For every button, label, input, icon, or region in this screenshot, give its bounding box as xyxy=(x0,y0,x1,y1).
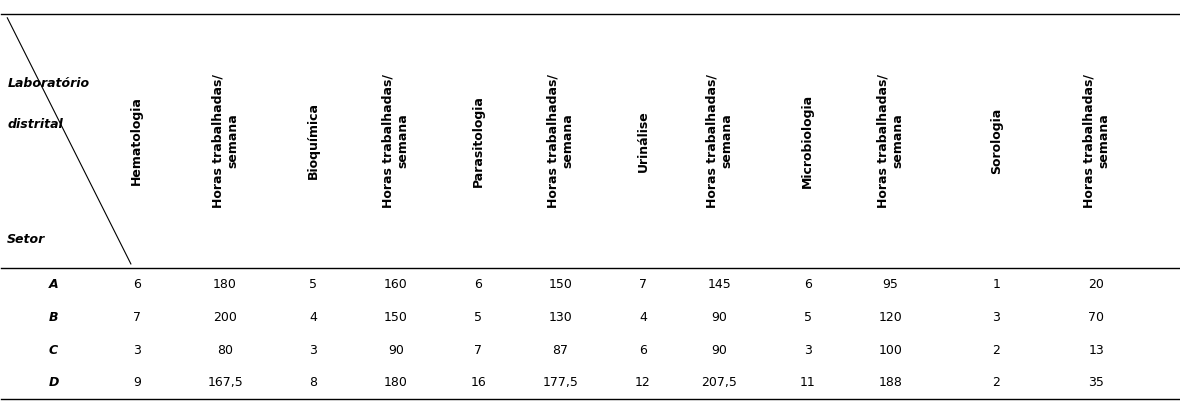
Text: 13: 13 xyxy=(1088,344,1104,356)
Text: Horas trabalhadas/
semana: Horas trabalhadas/ semana xyxy=(1082,74,1110,208)
Text: B: B xyxy=(48,311,58,324)
Text: A: A xyxy=(48,278,58,291)
Text: 160: 160 xyxy=(384,278,407,291)
Text: Parasitologia: Parasitologia xyxy=(472,95,485,187)
Text: 3: 3 xyxy=(992,311,1001,324)
Text: 120: 120 xyxy=(878,311,902,324)
Text: Laboratório: Laboratório xyxy=(7,77,90,90)
Text: 70: 70 xyxy=(1088,311,1104,324)
Text: Horas trabalhadas/
semana: Horas trabalhadas/ semana xyxy=(211,74,240,208)
Text: 7: 7 xyxy=(640,278,647,291)
Text: 4: 4 xyxy=(640,311,647,324)
Text: 87: 87 xyxy=(552,344,569,356)
Text: 200: 200 xyxy=(214,311,237,324)
Text: 177,5: 177,5 xyxy=(543,376,578,389)
Text: Hematologia: Hematologia xyxy=(130,96,143,185)
Text: 16: 16 xyxy=(471,376,486,389)
Text: 2: 2 xyxy=(992,376,1001,389)
Text: distrital: distrital xyxy=(7,118,63,131)
Text: 6: 6 xyxy=(804,278,812,291)
Text: 2: 2 xyxy=(992,344,1001,356)
Text: D: D xyxy=(48,376,59,389)
Text: 145: 145 xyxy=(708,278,732,291)
Text: 1: 1 xyxy=(992,278,1001,291)
Text: 90: 90 xyxy=(388,344,404,356)
Text: Horas trabalhadas/
semana: Horas trabalhadas/ semana xyxy=(546,74,575,208)
Text: 90: 90 xyxy=(712,311,727,324)
Text: 5: 5 xyxy=(804,311,812,324)
Text: 3: 3 xyxy=(804,344,812,356)
Text: 9: 9 xyxy=(133,376,140,389)
Text: Microbiologia: Microbiologia xyxy=(801,94,814,188)
Text: 12: 12 xyxy=(635,376,651,389)
Text: 150: 150 xyxy=(384,311,408,324)
Text: Bioquímica: Bioquímica xyxy=(307,102,320,179)
Text: 207,5: 207,5 xyxy=(702,376,738,389)
Text: 80: 80 xyxy=(217,344,234,356)
Text: 130: 130 xyxy=(549,311,572,324)
Text: 11: 11 xyxy=(800,376,815,389)
Text: 188: 188 xyxy=(878,376,903,389)
Text: 90: 90 xyxy=(712,344,727,356)
Text: 167,5: 167,5 xyxy=(208,376,243,389)
Text: 8: 8 xyxy=(309,376,317,389)
Text: 4: 4 xyxy=(309,311,317,324)
Text: 95: 95 xyxy=(883,278,898,291)
Text: 35: 35 xyxy=(1088,376,1104,389)
Text: 3: 3 xyxy=(309,344,317,356)
Text: 180: 180 xyxy=(384,376,408,389)
Text: 6: 6 xyxy=(474,278,483,291)
Text: 7: 7 xyxy=(133,311,140,324)
Text: Horas trabalhadas/
semana: Horas trabalhadas/ semana xyxy=(877,74,904,208)
Text: 150: 150 xyxy=(549,278,572,291)
Text: Sorologia: Sorologia xyxy=(990,108,1003,174)
Text: 180: 180 xyxy=(214,278,237,291)
Text: 5: 5 xyxy=(474,311,483,324)
Text: 5: 5 xyxy=(309,278,317,291)
Text: 6: 6 xyxy=(133,278,140,291)
Text: Urinálise: Urinálise xyxy=(636,110,649,172)
Text: Setor: Setor xyxy=(7,233,46,246)
Text: 6: 6 xyxy=(640,344,647,356)
Text: 20: 20 xyxy=(1088,278,1104,291)
Text: Horas trabalhadas/
semana: Horas trabalhadas/ semana xyxy=(382,74,409,208)
Text: C: C xyxy=(48,344,58,356)
Text: 3: 3 xyxy=(133,344,140,356)
Text: 7: 7 xyxy=(474,344,483,356)
Text: Horas trabalhadas/
semana: Horas trabalhadas/ semana xyxy=(706,74,734,208)
Text: 100: 100 xyxy=(878,344,903,356)
